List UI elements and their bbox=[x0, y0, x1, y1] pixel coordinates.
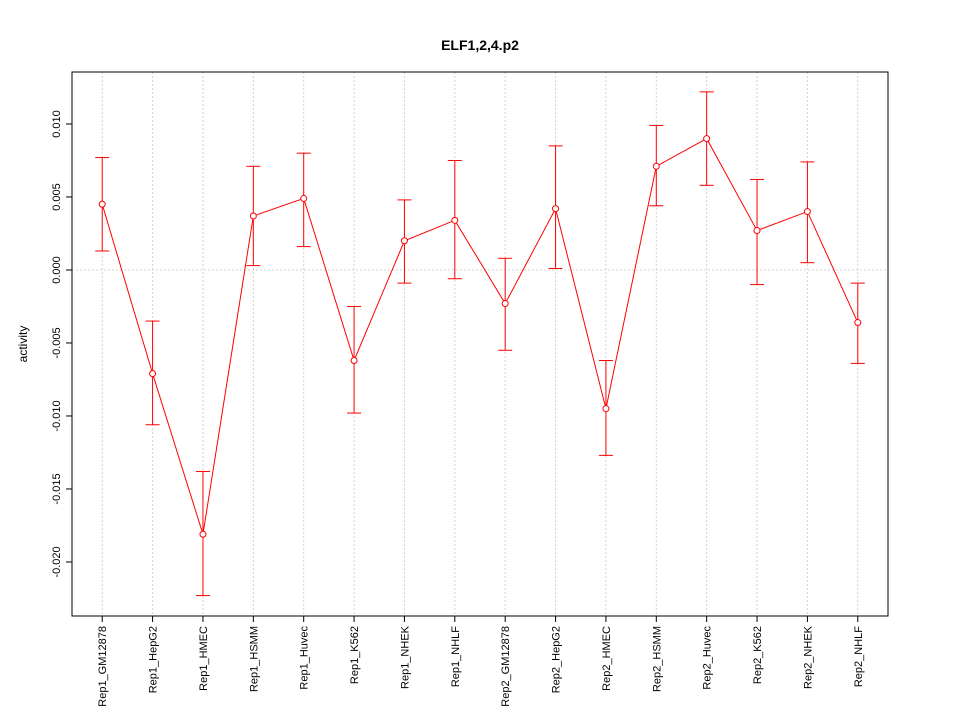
data-point bbox=[249, 212, 257, 220]
x-tick-label: Rep1_GM12878 bbox=[97, 626, 109, 707]
data-point bbox=[400, 237, 408, 245]
data-point bbox=[300, 194, 308, 202]
data-point bbox=[803, 208, 811, 216]
x-tick-label: Rep2_HepG2 bbox=[551, 626, 563, 693]
x-tick-label: Rep1_HSMM bbox=[248, 626, 260, 692]
x-tick-label: Rep1_NHEK bbox=[399, 625, 411, 689]
y-tick-label: -0.020 bbox=[51, 546, 63, 577]
data-point bbox=[602, 405, 610, 413]
y-tick-label: -0.015 bbox=[51, 473, 63, 504]
x-tick-label: Rep1_Huvec bbox=[299, 626, 311, 690]
x-tick-label: Rep2_K562 bbox=[752, 626, 764, 684]
data-point bbox=[451, 216, 459, 224]
x-tick-label: Rep1_K562 bbox=[349, 626, 361, 684]
data-point bbox=[854, 319, 862, 327]
x-tick-label: Rep1_HMEC bbox=[198, 626, 210, 691]
data-point bbox=[652, 162, 660, 170]
data-point bbox=[149, 370, 157, 378]
y-axis: 0.010 0.005 0.000 -0.005 -0.010 -0.015 -0.020 bbox=[51, 110, 73, 578]
y-axis-label: activity bbox=[16, 326, 30, 363]
y-tick-label: -0.005 bbox=[51, 327, 63, 358]
data-point bbox=[753, 227, 761, 235]
y-tick-label: 0.005 bbox=[51, 183, 63, 211]
data-point bbox=[199, 530, 207, 538]
x-axis: Rep1_GM12878 Rep1_HepG2 Rep1_HMEC Rep1_HSMM… bbox=[97, 615, 865, 707]
series-activity bbox=[95, 91, 865, 597]
data-point bbox=[501, 300, 509, 308]
plot-frame bbox=[71, 71, 889, 617]
data-point bbox=[703, 135, 711, 143]
data-point bbox=[552, 205, 560, 213]
x-tick-label: Rep2_GM12878 bbox=[500, 626, 512, 707]
data-point bbox=[98, 200, 106, 208]
x-tick-label: Rep2_NHLF bbox=[853, 626, 865, 687]
data-point bbox=[350, 356, 358, 364]
x-tick-label: Rep2_Huvec bbox=[702, 626, 714, 690]
x-tick-label: Rep2_HSMM bbox=[651, 626, 663, 692]
x-tick-label: Rep2_HMEC bbox=[601, 626, 613, 691]
y-tick-label: 0.010 bbox=[51, 110, 63, 138]
x-tick-label: Rep2_NHEK bbox=[802, 625, 814, 689]
y-tick-label: -0.010 bbox=[51, 400, 63, 431]
series-line bbox=[101, 137, 859, 535]
x-tick-label: Rep1_NHLF bbox=[450, 626, 462, 687]
chart-title: ELF1,2,4.p2 bbox=[441, 37, 519, 53]
y-tick-label: 0.000 bbox=[51, 256, 63, 284]
x-tick-label: Rep1_HepG2 bbox=[148, 626, 160, 693]
grid bbox=[72, 72, 888, 616]
